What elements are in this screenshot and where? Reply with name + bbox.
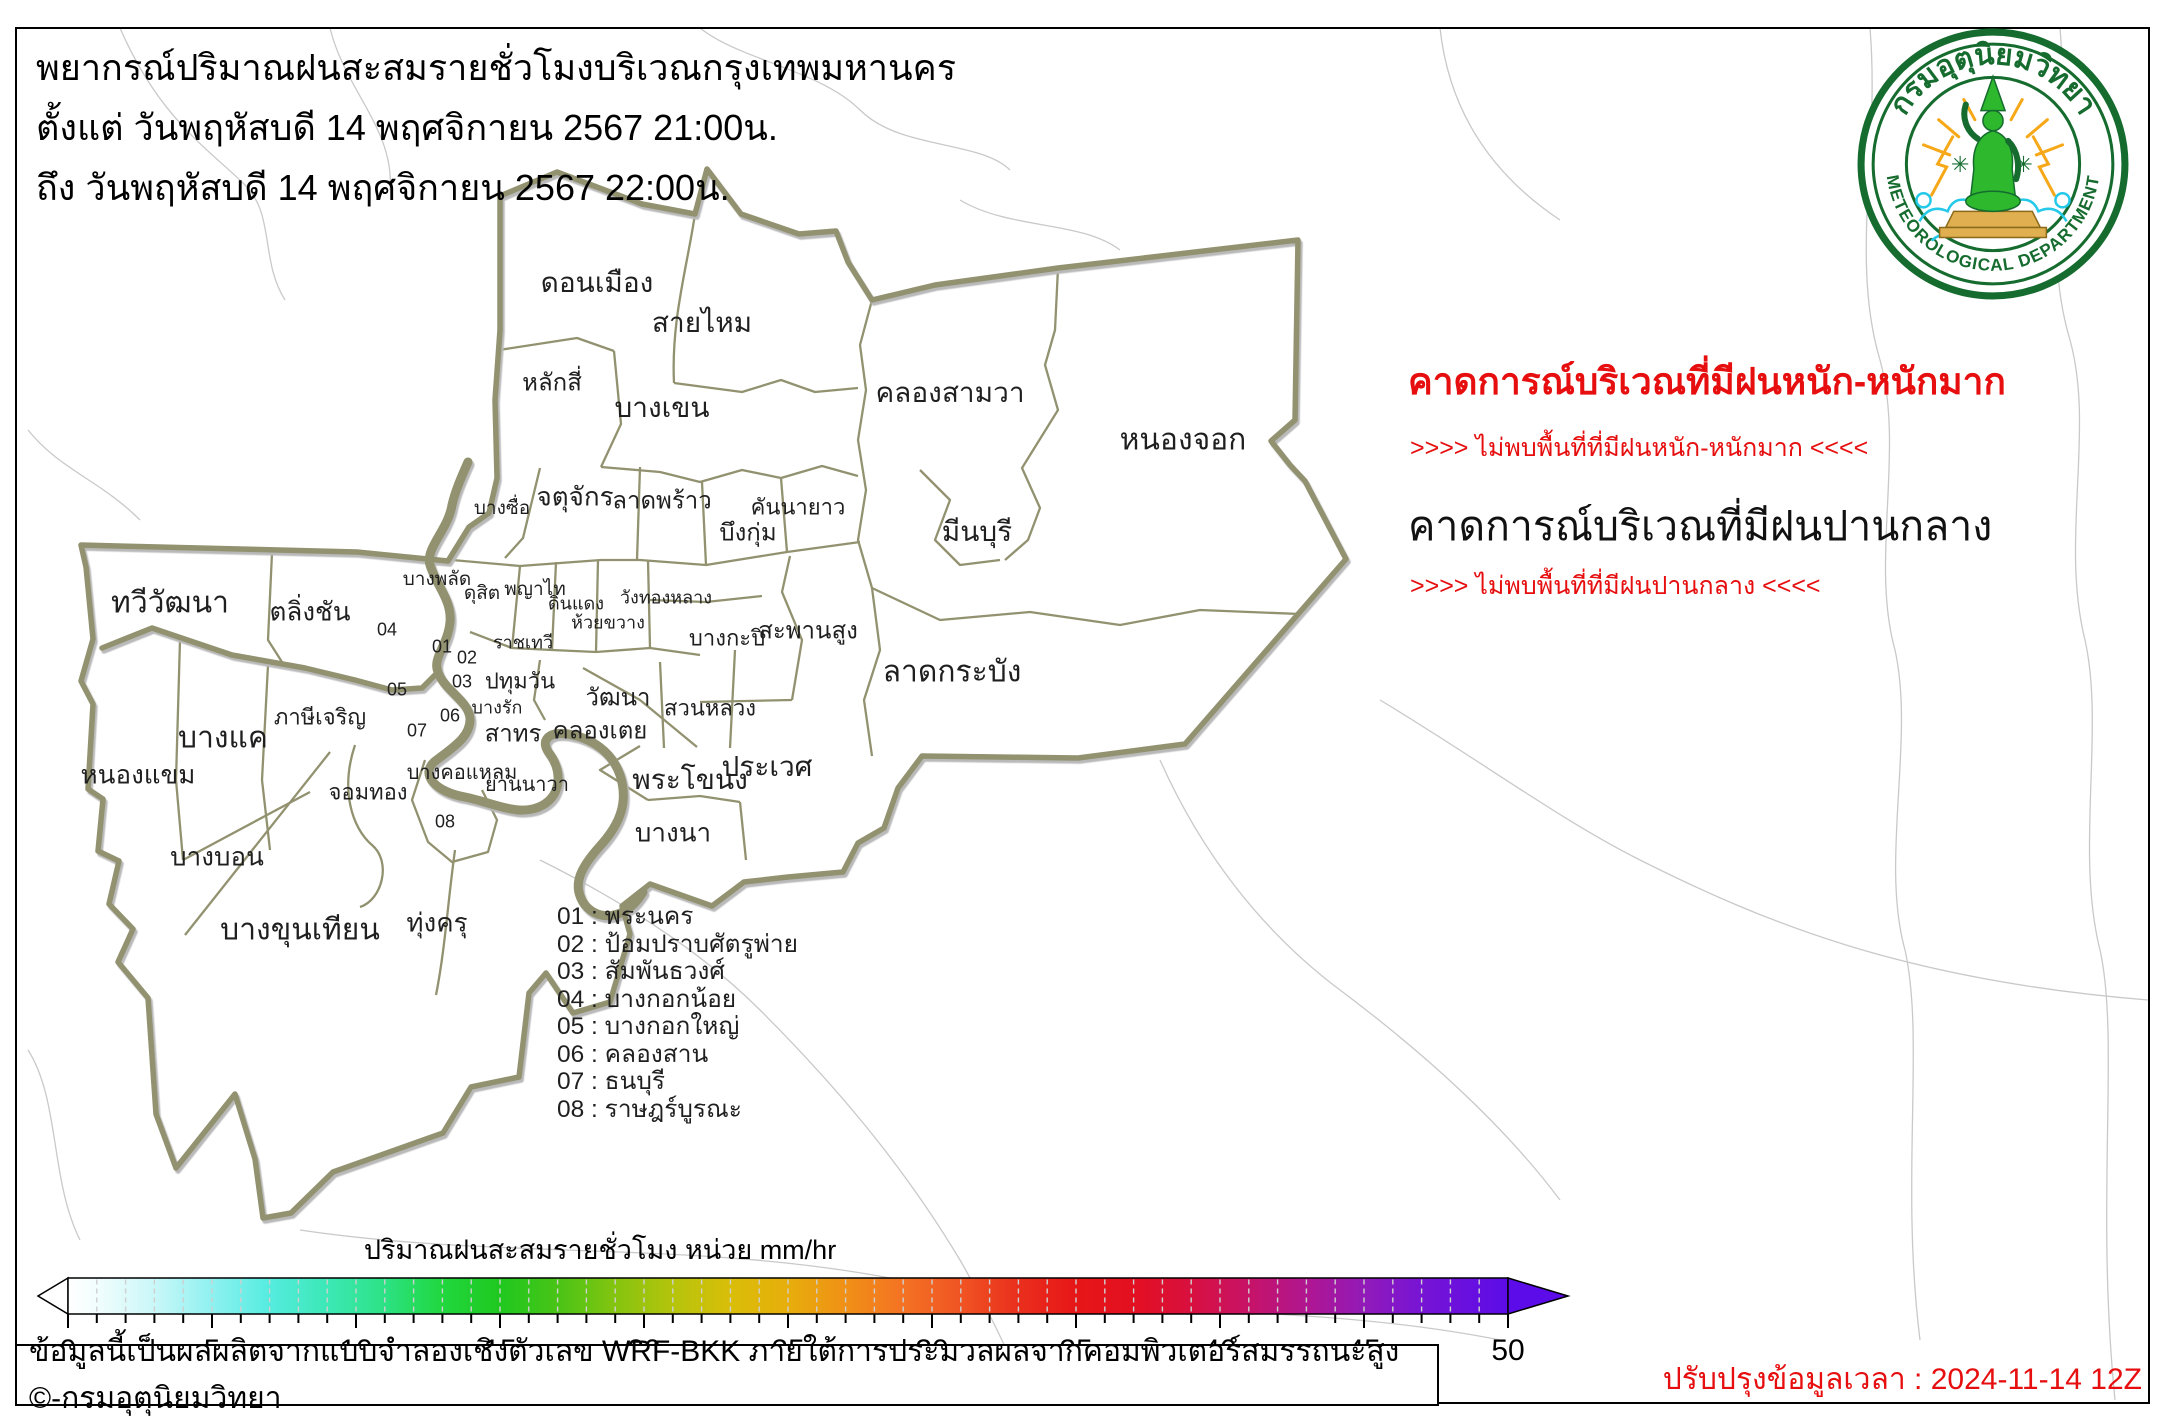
district-label: ลาดพร้าว (612, 487, 712, 515)
district-label: บางนา (634, 817, 712, 848)
svg-text:50: 50 (1491, 1334, 1524, 1367)
page-title: พยากรณ์ปริมาณฝนสะสมรายชั่วโมงบริเวณกรุงเ… (36, 38, 956, 218)
district-label: หนองจอก (1119, 423, 1247, 457)
district-label: พญาไท (504, 579, 566, 600)
colorbar-right-arrow (1507, 1276, 1571, 1316)
district-label: ดินแดง (547, 593, 605, 614)
chao-phraya-river (424, 457, 648, 921)
district-label: พระโขนง (632, 764, 748, 795)
district-label: สายไหม (651, 307, 753, 338)
district-label: ราชเทวี (492, 632, 554, 653)
legend-item: 01 : พระนคร (557, 903, 694, 930)
footer-attribution-box: ข้อมูลนี้เป็นผลผลิตจากแบบจำลองเชิงตัวเลข… (15, 1335, 1439, 1415)
colorbar-title: ปริมาณฝนสะสมรายชั่วโมง หน่วย mm/hr (363, 1235, 837, 1265)
meteorological-department-logo: กรมอุตุนิยมวิทยา METEOROLOGICAL DEPARTME… (1857, 28, 2129, 300)
district-label: ดุสิต (463, 583, 501, 604)
district-label: ตลิ่งชัน (269, 596, 351, 627)
logo-deity-figure (1961, 74, 2022, 213)
district-label: ทวีวัฒนา (111, 586, 229, 620)
colorbar-gridlines (96, 1279, 1480, 1313)
district-label: บางกะปิ (688, 625, 766, 651)
district-label: บางคอแหลม (406, 762, 518, 784)
legend-item: 06 : คลองสาน (557, 1040, 709, 1068)
district-label: คลองสามวา (875, 377, 1025, 408)
district-label: บางขุนเทียน (220, 913, 380, 947)
moderate-rain-result: >>>> ไม่พบพื้นที่ที่มีฝนปานกลาง <<<< (1410, 572, 1821, 600)
district-label: บางแค (178, 721, 268, 755)
district-label: ลาดกระบัง (882, 655, 1022, 689)
district-label: 07 (406, 720, 428, 741)
district-label: ห้วยขวาง (571, 612, 645, 633)
district-label: สวนหลวง (664, 695, 756, 721)
district-label: จอมทอง (328, 779, 408, 805)
district-label: วัฒนา (585, 684, 651, 712)
district-label: จตุจักร (536, 481, 614, 512)
colorbar-left-arrow (36, 1276, 69, 1316)
heavy-rain-result: >>>> ไม่พบพื้นที่ที่มีฝนหนัก-หนักมาก <<<… (1410, 434, 1869, 462)
title-line-2: ตั้งแต่ วันพฤหัสบดี 14 พฤศจิกายน 2567 21… (36, 107, 778, 148)
district-label: สาทร (484, 720, 542, 748)
legend-item: 04 : บางกอกน้อย (557, 985, 737, 1013)
district-label: บางเขน (614, 392, 710, 423)
footer-updated-time: ปรับปรุงข้อมูลเวลา : 2024-11-14 12Z (1662, 1363, 2142, 1396)
colorbar-ticks (67, 1314, 1509, 1328)
district-label: ประเวศ (721, 751, 813, 782)
moderate-rain-heading: คาดการณ์บริเวณที่มีฝนปานกลาง (1408, 503, 1993, 549)
district-label: คันนายาว (750, 494, 846, 520)
district-label: 03 (451, 671, 473, 692)
district-label: หลักสี่ (522, 369, 582, 397)
district-label: 04 (376, 619, 398, 640)
legend-item: 02 : ป้อมปราบศัตรูพ่าย (557, 930, 798, 958)
district-label: 01 (431, 636, 453, 657)
district-label: คลองเตย (552, 717, 648, 745)
legend-item: 03 : สัมพันธวงศ์ (557, 958, 725, 985)
district-boundaries (174, 213, 1301, 996)
footer-attribution-text: ข้อมูลนี้เป็นผลผลิตจากแบบจำลองเชิงตัวเลข… (29, 1335, 1400, 1415)
logo-pedestal (1938, 210, 2048, 239)
district-label: มีนบุรี (941, 516, 1013, 547)
district-label: ทุ่งครุ (406, 907, 468, 938)
logo-rays (1921, 98, 2065, 197)
district-label: 02 (456, 647, 478, 668)
logo-left-ornament: ✳ (1951, 152, 1970, 177)
legend-item: 07 : ธนบุรี (557, 1068, 666, 1095)
district-label: หนองแขม (80, 759, 196, 790)
district-label: บางรัก (471, 697, 523, 718)
district-label: วังทองหลาง (619, 587, 713, 608)
bangkok-outline (78, 166, 1349, 1221)
district-label: ปทุมวัน (484, 668, 556, 694)
district-label: ยานนาวา (485, 774, 569, 796)
title-line-3: ถึง วันพฤหัสบดี 14 พฤศจิกายน 2567 22:00น… (36, 167, 730, 208)
district-label: ดอนเมือง (540, 267, 654, 298)
legend-item: 05 : บางกอกใหญ่ (557, 1013, 740, 1040)
heavy-rain-heading: คาดการณ์บริเวณที่มีฝนหนัก-หนักมาก (1408, 361, 2006, 402)
district-label: สะพานสูง (758, 617, 858, 645)
district-label: 06 (439, 705, 461, 726)
district-label: 08 (434, 811, 456, 832)
district-label: บางบอน (170, 841, 264, 872)
district-label: บางพลัด (402, 569, 472, 590)
numbered-district-legend: 01 : พระนคร 02 : ป้อมปราบศัตรูพ่าย 03 : สั… (557, 903, 798, 1123)
title-line-1: พยากรณ์ปริมาณฝนสะสมรายชั่วโมงบริเวณกรุงเ… (36, 47, 957, 88)
district-label: ภาษีเจริญ (273, 704, 367, 730)
district-label: บางซื่อ (473, 498, 531, 519)
district-label: 05 (386, 679, 408, 700)
district-label: บึงกุ่ม (719, 519, 777, 547)
legend-item: 08 : ราษฎร์บูรณะ (557, 1095, 742, 1123)
